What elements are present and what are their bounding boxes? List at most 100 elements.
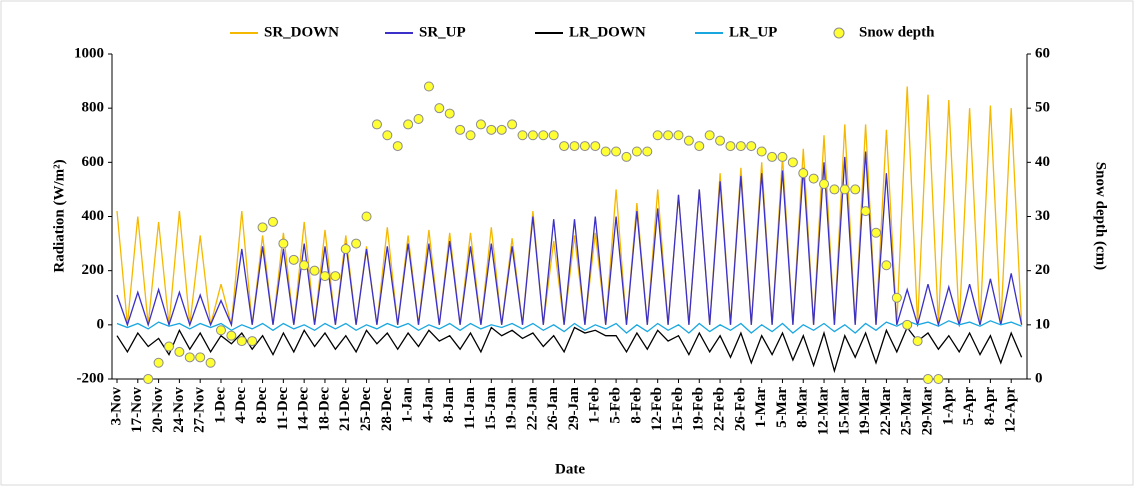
snow-point	[933, 374, 944, 384]
snow-point	[767, 151, 778, 162]
x-tick-label: 1-Feb	[587, 387, 603, 424]
legend-label: SR_DOWN	[264, 24, 339, 40]
snow-point	[247, 336, 258, 347]
snow-point	[351, 238, 362, 249]
x-tick-label: 4-Dec	[233, 387, 249, 424]
snow-point	[600, 146, 611, 157]
snow-point	[829, 184, 840, 195]
x-tick-label: 15-Feb	[670, 387, 686, 431]
y2-tick-label: 40	[1035, 154, 1050, 170]
snow-point	[309, 265, 320, 276]
y-axis-title: Radiation (W/m²)	[51, 159, 67, 272]
snow-point	[340, 244, 351, 254]
snow-point	[236, 336, 247, 347]
x-tick-label: 25-Mar	[899, 387, 915, 436]
x-tick-label: 15-Mar	[836, 387, 852, 436]
x-tick-label: 8-Jan	[441, 386, 457, 422]
snow-point	[299, 260, 310, 271]
x-tick-label: 22-Feb	[712, 387, 728, 431]
x-tick-label: 20-Nov	[150, 387, 166, 433]
x-tick-label: 19-Mar	[857, 387, 873, 436]
snow-point	[559, 141, 570, 152]
snow-point	[382, 130, 393, 141]
snow-point	[756, 146, 767, 157]
snow-point	[683, 135, 694, 146]
snow-point	[361, 211, 372, 222]
snow-point	[881, 260, 892, 271]
x-axis-title: Date	[555, 461, 585, 477]
snow-point	[839, 184, 850, 195]
x-tick-label: 14-Dec	[296, 387, 312, 431]
x-tick-label: 12-Apr	[1003, 387, 1019, 433]
snow-point	[704, 130, 715, 141]
snow-point	[288, 254, 299, 265]
snow-point	[434, 103, 445, 114]
snow-point	[746, 141, 757, 152]
snow-point	[215, 325, 226, 336]
snow-point	[808, 173, 819, 184]
x-tick-label: 25-Dec	[358, 387, 374, 431]
x-tick-label: 19-Jan	[504, 386, 520, 430]
snow-point	[486, 124, 497, 135]
x-tick-label: 29-Jan	[566, 386, 582, 430]
snow-point	[715, 135, 726, 146]
x-tick-label: 8-Dec	[254, 387, 270, 424]
snow-point	[257, 222, 268, 233]
snow-point	[871, 227, 882, 238]
snow-point	[153, 357, 164, 368]
y2-tick-label: 50	[1035, 100, 1050, 116]
x-tick-label: 1-Mar	[753, 387, 769, 428]
snow-point	[850, 184, 861, 195]
legend-label: Snow depth	[859, 24, 935, 40]
x-tick-label: 4-Jan	[420, 386, 436, 422]
snow-point	[891, 292, 902, 303]
snow-point	[423, 81, 434, 92]
snow-point	[392, 141, 403, 152]
x-tick-label: 15-Jan	[483, 386, 499, 430]
snow-point	[444, 108, 455, 119]
series-line	[116, 320, 1022, 334]
x-tick-label: 21-Dec	[337, 387, 353, 431]
x-tick-label: 28-Dec	[379, 387, 395, 431]
snow-point	[163, 341, 174, 352]
snow-point	[631, 146, 642, 157]
snow-point	[611, 146, 622, 157]
snow-point	[517, 130, 528, 141]
snow-point	[538, 130, 549, 141]
snow-point	[267, 216, 278, 227]
x-tick-label: 18-Dec	[316, 387, 332, 431]
snow-point	[226, 330, 237, 341]
x-tick-label: 19-Feb	[691, 387, 707, 431]
x-tick-label: 1-Dec	[212, 387, 228, 424]
y-tick-label: 1000	[74, 45, 104, 61]
x-tick-label: 5-Mar	[774, 387, 790, 428]
x-tick-label: 11-Jan	[462, 386, 478, 429]
snow-point	[694, 141, 705, 152]
y2-tick-label: 60	[1035, 45, 1050, 61]
y-tick-label: 200	[82, 262, 105, 278]
snow-point	[403, 119, 414, 130]
snow-point	[413, 114, 424, 124]
snow-point	[319, 271, 330, 282]
y-tick-label: -200	[77, 370, 105, 386]
x-tick-label: 17-Nov	[129, 387, 145, 433]
x-tick-label: 26-Jan	[545, 386, 561, 430]
snow-point	[798, 168, 809, 179]
series-line	[116, 151, 1023, 328]
snow-point	[527, 130, 538, 141]
x-tick-label: 29-Mar	[919, 387, 935, 436]
snow-point	[735, 141, 746, 152]
y2-tick-label: 20	[1035, 262, 1050, 278]
snow-point	[642, 146, 653, 157]
x-tick-label: 24-Nov	[171, 387, 187, 433]
snow-point	[777, 151, 788, 162]
y-tick-label: 800	[82, 100, 105, 116]
x-tick-label: 12-Feb	[649, 387, 665, 431]
x-tick-label: 22-Mar	[878, 387, 894, 436]
y2-axis-title: Snow depth (cm)	[1093, 162, 1109, 270]
snow-point	[787, 157, 798, 168]
snow-point	[465, 130, 476, 141]
x-tick-label: 12-Mar	[815, 387, 831, 436]
y-tick-label: 0	[97, 316, 105, 332]
